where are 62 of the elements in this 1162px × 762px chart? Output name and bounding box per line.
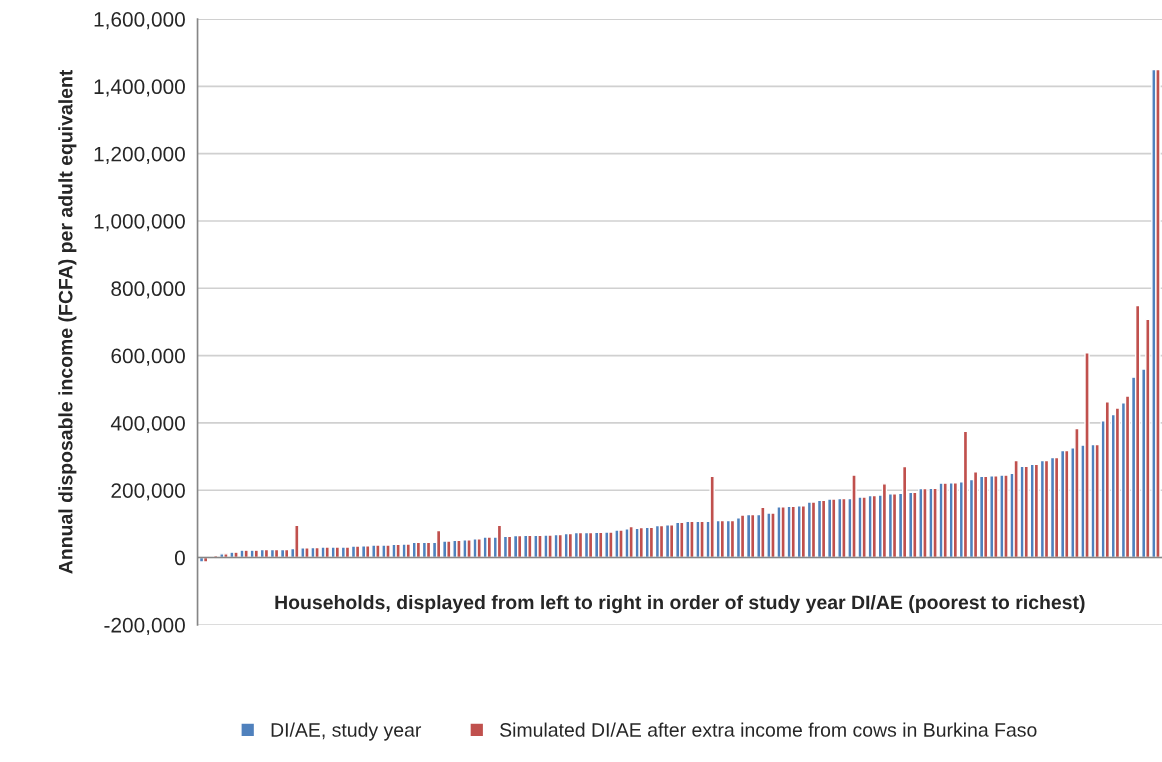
legend-label: Simulated DI/AE after extra income from cows in Burkina Faso [500,722,1037,737]
y-tick-label: 1,200,000 [94,146,185,164]
bar [1104,401,1111,559]
bar [831,498,837,559]
bar [952,482,959,559]
bar [233,551,239,559]
y-tick-label: 1,000,000 [94,213,185,232]
bar [962,430,969,559]
bar [810,501,817,559]
bar [223,553,229,559]
y-tick-label: 800,000 [111,281,185,299]
bar [841,497,847,559]
bar [689,520,695,559]
bar [881,483,888,559]
bar [618,529,624,559]
bar [820,499,827,559]
y-tick-label: 0 [174,550,185,566]
bar [294,524,300,559]
bar [537,534,543,559]
bar [901,465,908,559]
bar [983,475,989,559]
bar [891,493,898,559]
bar [456,539,462,559]
legend-label: DI/AE, study year [271,722,422,741]
bar [375,544,381,559]
bar [760,506,766,559]
bar [446,540,452,559]
y-tick-label: 600,000 [111,348,185,366]
bar [800,505,807,559]
bar [1074,427,1080,559]
bar [1084,352,1090,559]
bar [1155,68,1161,559]
bar [871,494,878,559]
bar [1043,459,1050,559]
bar [304,547,310,559]
bar [851,474,857,559]
bar [699,520,705,559]
bar [993,475,999,559]
bar [1064,449,1070,559]
bar [385,544,391,559]
y-tick-label: 400,000 [110,415,185,434]
bar [1134,304,1141,559]
y-tick-label: 1,400,000 [94,79,185,97]
bar [922,487,928,559]
bar [749,513,756,559]
bar [486,536,493,559]
bar [912,491,918,559]
bar [608,531,614,559]
y-tick-label: 1,600,000 [94,12,185,30]
bar [527,534,533,559]
bar [972,471,979,559]
x-axis-title: Households, displayed from left to right in order of study year DI/AE (poorest to richest) [275,594,1085,614]
bar [1003,474,1009,559]
y-tick-label: 200,000 [111,483,185,501]
bar [739,514,746,559]
bar [1033,463,1040,559]
y-axis-title: Annual disposable income (FCFA) per adult equivalent [58,69,77,574]
bar [679,521,685,559]
y-tick-label: -200,000 [104,617,185,636]
bar [466,538,472,559]
bar [668,524,675,559]
bar [314,546,320,559]
